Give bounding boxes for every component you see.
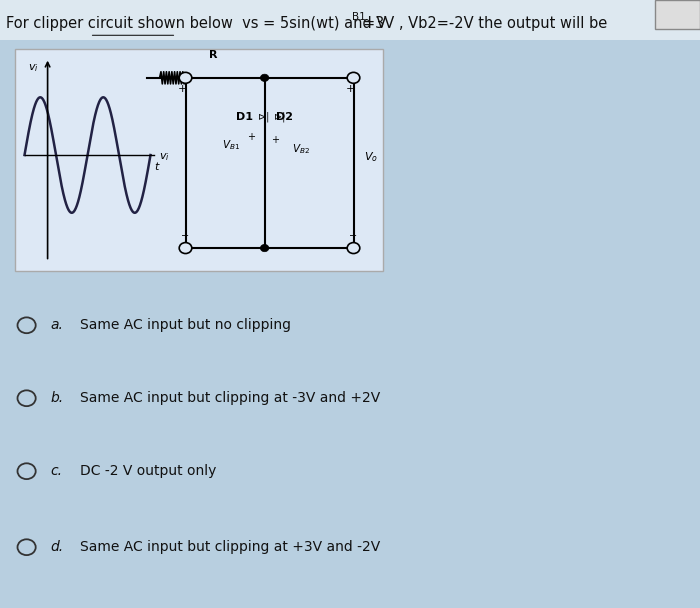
- Text: $v_i$: $v_i$: [159, 151, 170, 163]
- Circle shape: [347, 72, 360, 83]
- Text: +: +: [271, 135, 279, 145]
- Text: Same AC input but clipping at -3V and +2V: Same AC input but clipping at -3V and +2…: [80, 391, 381, 406]
- Text: DC -2 V output only: DC -2 V output only: [80, 464, 217, 478]
- Text: a.: a.: [50, 318, 63, 333]
- FancyBboxPatch shape: [654, 0, 700, 29]
- Text: ⊳|: ⊳|: [274, 111, 285, 122]
- Circle shape: [260, 244, 269, 252]
- Text: $V_{B2}$: $V_{B2}$: [292, 142, 310, 156]
- Text: Same AC input but no clipping: Same AC input but no clipping: [80, 318, 291, 333]
- Text: d.: d.: [50, 540, 64, 554]
- Text: +: +: [177, 84, 187, 94]
- Text: +: +: [246, 132, 255, 142]
- Circle shape: [347, 243, 360, 254]
- Text: c.: c.: [50, 464, 62, 478]
- FancyBboxPatch shape: [15, 49, 383, 271]
- Text: Same AC input but clipping at +3V and -2V: Same AC input but clipping at +3V and -2…: [80, 540, 381, 554]
- Text: ⊳|: ⊳|: [258, 111, 269, 122]
- Text: $t$: $t$: [154, 160, 161, 172]
- FancyBboxPatch shape: [0, 0, 700, 40]
- Text: −: −: [349, 231, 358, 241]
- Text: $v_i$: $v_i$: [28, 62, 38, 74]
- Text: R: R: [209, 50, 218, 60]
- Text: For clipper circuit shown below  vs = 5sin(wt) and V: For clipper circuit shown below vs = 5si…: [6, 16, 386, 30]
- Text: D2: D2: [276, 112, 293, 122]
- Circle shape: [179, 72, 192, 83]
- Circle shape: [260, 74, 269, 81]
- Circle shape: [179, 243, 192, 254]
- Text: =3V , Vb2=-2V the output will be: =3V , Vb2=-2V the output will be: [363, 16, 608, 30]
- Text: D1: D1: [237, 112, 253, 122]
- Text: $V_{B1}$: $V_{B1}$: [222, 138, 240, 151]
- Text: $V_o$: $V_o$: [364, 150, 378, 164]
- Text: B1: B1: [352, 12, 366, 22]
- Text: b.: b.: [50, 391, 64, 406]
- Text: +: +: [345, 84, 355, 94]
- Text: −: −: [181, 231, 190, 241]
